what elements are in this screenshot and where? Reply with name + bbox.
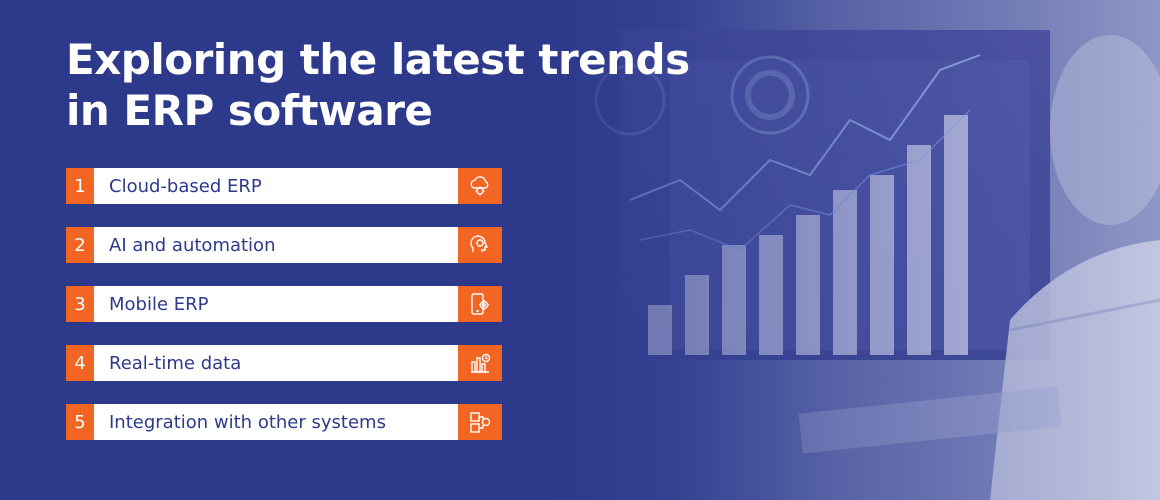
title-line-2: in ERP software [66, 86, 433, 135]
item-number: 2 [66, 227, 94, 263]
list-item-real-time-data[interactable]: 4 Real-time data [66, 345, 502, 381]
item-number: 3 [66, 286, 94, 322]
item-label: AI and automation [94, 227, 458, 263]
list-item-mobile-erp[interactable]: 3 Mobile ERP [66, 286, 502, 322]
bar-chart-clock-icon [458, 345, 502, 381]
item-label: Integration with other systems [94, 404, 458, 440]
page-title: Exploring the latest trends in ERP softw… [66, 34, 706, 136]
list-item-ai-and-automation[interactable]: 2 AI and automation [66, 227, 502, 263]
item-number: 4 [66, 345, 94, 381]
background-photo [470, 0, 1160, 500]
item-number: 1 [66, 168, 94, 204]
cloud-gear-icon [458, 168, 502, 204]
item-number: 5 [66, 404, 94, 440]
trend-list: 1 Cloud-based ERP 2 AI and automation [66, 168, 502, 463]
mobile-gear-icon [458, 286, 502, 322]
ai-head-icon [458, 227, 502, 263]
item-label: Real-time data [94, 345, 458, 381]
integration-icon [458, 404, 502, 440]
list-item-integration-with-other-systems[interactable]: 5 Integration with other systems [66, 404, 502, 440]
item-label: Cloud-based ERP [94, 168, 458, 204]
title-line-1: Exploring the latest trends [66, 35, 690, 84]
list-item-cloud-based-erp[interactable]: 1 Cloud-based ERP [66, 168, 502, 204]
item-label: Mobile ERP [94, 286, 458, 322]
